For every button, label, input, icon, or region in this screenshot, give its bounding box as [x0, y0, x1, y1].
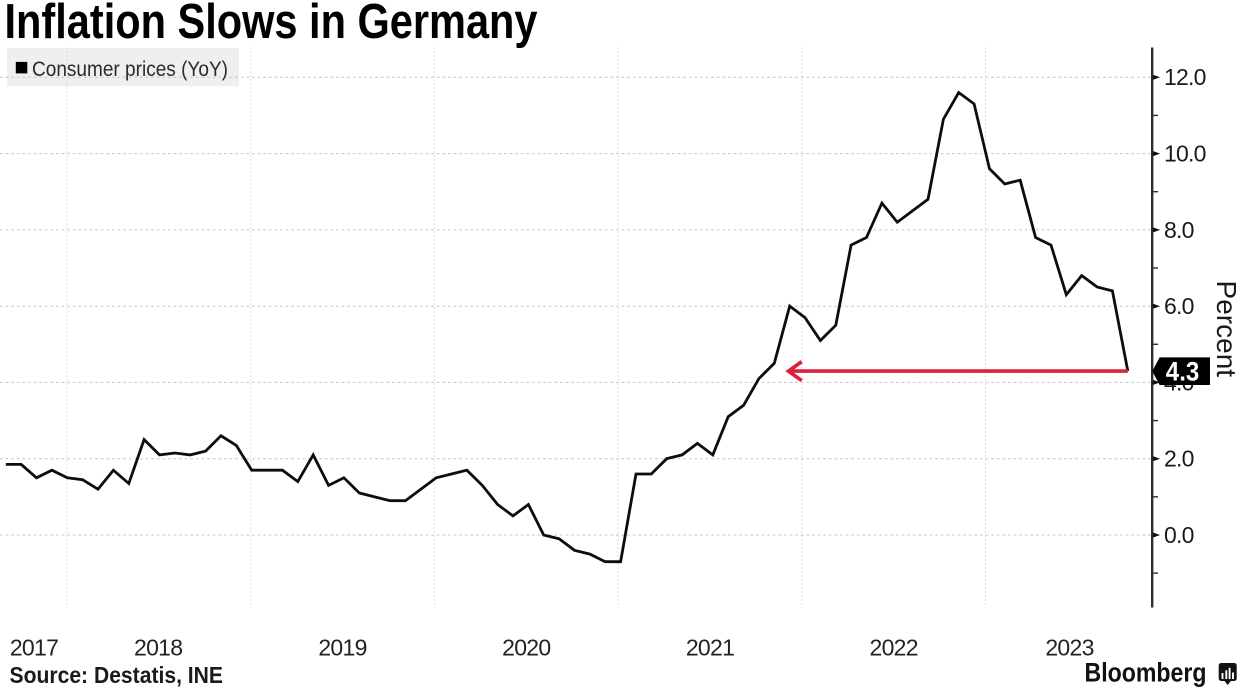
svg-text:2017: 2017 [10, 635, 58, 661]
svg-text:2018: 2018 [134, 635, 182, 661]
svg-text:6.0: 6.0 [1164, 293, 1194, 319]
svg-text:Inflation Slows in Germany: Inflation Slows in Germany [5, 0, 538, 49]
svg-text:Percent: Percent [1211, 281, 1242, 378]
svg-text:2019: 2019 [318, 635, 366, 661]
svg-text:2020: 2020 [502, 635, 550, 661]
svg-text:2022: 2022 [870, 635, 918, 661]
svg-text:Source: Destatis, INE: Source: Destatis, INE [10, 662, 224, 688]
svg-text:Bloomberg: Bloomberg [1085, 657, 1207, 687]
svg-text:4.3: 4.3 [1166, 357, 1200, 387]
svg-text:0.0: 0.0 [1164, 522, 1194, 548]
svg-text:2.0: 2.0 [1164, 446, 1194, 472]
svg-text:8.0: 8.0 [1164, 217, 1194, 243]
svg-text:Consumer prices (YoY): Consumer prices (YoY) [32, 57, 228, 81]
svg-text:2023: 2023 [1045, 635, 1093, 661]
svg-text:2021: 2021 [686, 635, 734, 661]
svg-text:12.0: 12.0 [1164, 64, 1206, 90]
svg-text:10.0: 10.0 [1164, 141, 1206, 167]
